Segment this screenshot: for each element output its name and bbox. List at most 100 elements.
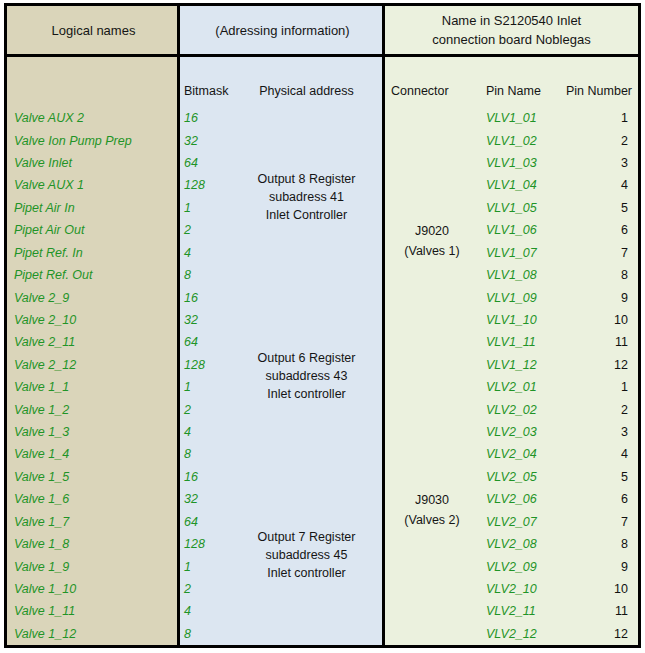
logical-name-cell: Valve Ion Pump Prep bbox=[7, 129, 180, 151]
pin-number-cell: 3 bbox=[560, 152, 638, 174]
bitmask-cell: 1 bbox=[180, 197, 246, 219]
pa2-line3: Inlet controller bbox=[267, 385, 346, 403]
pinout-table: Logical names (Adressing information) Na… bbox=[4, 3, 641, 648]
pin-name-cell: VLV1_10 bbox=[479, 309, 560, 331]
pin-name-cell: VLV2_12 bbox=[479, 623, 560, 645]
subheader-pin-number: Pin Number bbox=[560, 57, 638, 107]
logical-name-cell: Valve 1_11 bbox=[7, 600, 180, 622]
pa3-line2: subaddress 45 bbox=[265, 546, 347, 564]
pin-number-cell: 6 bbox=[560, 488, 638, 510]
bitmask-cell: 8 bbox=[180, 623, 246, 645]
pin-name-cell: VLV2_10 bbox=[479, 578, 560, 600]
pin-name-cell: VLV1_12 bbox=[479, 354, 560, 376]
bitmask-cell: 32 bbox=[180, 309, 246, 331]
logical-name-cell: Valve 1_2 bbox=[7, 398, 180, 420]
bitmask-cell: 32 bbox=[180, 129, 246, 151]
logical-name-cell: Valve 2_10 bbox=[7, 309, 180, 331]
page: Logical names (Adressing information) Na… bbox=[0, 0, 645, 651]
bitmask-cell: 4 bbox=[180, 241, 246, 263]
pin-number-cell: 8 bbox=[560, 533, 638, 555]
connector-block-valves1: J9020 (Valves 1) bbox=[385, 107, 479, 376]
pa1-line3: Inlet Controller bbox=[266, 206, 347, 224]
logical-name-cell: Valve 1_12 bbox=[7, 623, 180, 645]
header-addressing-info-label: (Adressing information) bbox=[215, 21, 349, 40]
pin-name-cell: VLV2_11 bbox=[479, 600, 560, 622]
pin-number-cell: 10 bbox=[560, 309, 638, 331]
subheader-physical-address: Physical address bbox=[246, 57, 385, 107]
bitmask-cell: 4 bbox=[180, 600, 246, 622]
bitmask-cell: 8 bbox=[180, 443, 246, 465]
bitmask-cell: 16 bbox=[180, 286, 246, 308]
pin-name-cell: VLV1_07 bbox=[479, 241, 560, 263]
pin-number-cell: 12 bbox=[560, 623, 638, 645]
physical-address-block-2: Output 6 Register subaddress 43 Inlet co… bbox=[246, 286, 385, 465]
bitmask-cell: 2 bbox=[180, 578, 246, 600]
pin-name-cell: VLV1_01 bbox=[479, 107, 560, 129]
pin-number-cell: 2 bbox=[560, 129, 638, 151]
logical-name-cell: Pipet Ref. Out bbox=[7, 264, 180, 286]
pin-name-cell: VLV2_02 bbox=[479, 398, 560, 420]
pin-number-cell: 5 bbox=[560, 197, 638, 219]
physical-address-block-1: Output 8 Register subadress 41 Inlet Con… bbox=[246, 107, 385, 286]
logical-name-cell: Valve 1_1 bbox=[7, 376, 180, 398]
pa2-line1: Output 6 Register bbox=[258, 349, 356, 367]
bitmask-cell: 128 bbox=[180, 354, 246, 376]
pin-number-cell: 9 bbox=[560, 555, 638, 577]
logical-name-cell: Valve 1_4 bbox=[7, 443, 180, 465]
pa3-line1: Output 7 Register bbox=[258, 528, 356, 546]
logical-name-cell: Valve 1_7 bbox=[7, 510, 180, 532]
pa1-line1: Output 8 Register bbox=[258, 170, 356, 188]
pin-name-cell: VLV1_06 bbox=[479, 219, 560, 241]
pin-number-cell: 1 bbox=[560, 107, 638, 129]
pin-name-cell: VLV2_04 bbox=[479, 443, 560, 465]
pin-number-cell: 5 bbox=[560, 466, 638, 488]
physical-address-block-3: Output 7 Register subaddress 45 Inlet co… bbox=[246, 466, 385, 645]
logical-name-cell: Pipet Air Out bbox=[7, 219, 180, 241]
logical-name-cell: Valve 1_5 bbox=[7, 466, 180, 488]
pin-name-cell: VLV2_01 bbox=[479, 376, 560, 398]
pa2-line2: subaddress 43 bbox=[265, 367, 347, 385]
connector-block-valves2: J9030 (Valves 2) bbox=[385, 376, 479, 645]
header-logical-names-label: Logical names bbox=[52, 21, 136, 40]
bitmask-cell: 64 bbox=[180, 152, 246, 174]
header-board-name-line2: connection board Noblegas bbox=[432, 30, 590, 49]
pin-name-cell: VLV1_09 bbox=[479, 286, 560, 308]
header-board-name: Name in S2120540 Inlet connection board … bbox=[385, 6, 638, 57]
logical-name-cell: Valve 1_6 bbox=[7, 488, 180, 510]
pin-number-cell: 2 bbox=[560, 398, 638, 420]
pin-name-cell: VLV2_09 bbox=[479, 555, 560, 577]
pin-name-cell: VLV1_05 bbox=[479, 197, 560, 219]
header-board-name-line1: Name in S2120540 Inlet bbox=[442, 11, 581, 30]
bitmask-cell: 16 bbox=[180, 107, 246, 129]
pin-number-cell: 9 bbox=[560, 286, 638, 308]
pa3-line3: Inlet controller bbox=[267, 564, 346, 582]
logical-name-cell: Valve 1_10 bbox=[7, 578, 180, 600]
pin-name-cell: VLV2_08 bbox=[479, 533, 560, 555]
connector2-label: (Valves 2) bbox=[404, 510, 459, 530]
pin-name-cell: VLV2_06 bbox=[479, 488, 560, 510]
pa1-line2: subadress 41 bbox=[269, 188, 344, 206]
pin-name-cell: VLV1_08 bbox=[479, 264, 560, 286]
bitmask-cell: 1 bbox=[180, 555, 246, 577]
pin-number-cell: 7 bbox=[560, 510, 638, 532]
logical-name-cell: Pipet Ref. In bbox=[7, 241, 180, 263]
pin-name-cell: VLV1_02 bbox=[479, 129, 560, 151]
subheader-connector: Connector bbox=[385, 57, 479, 107]
pin-number-cell: 11 bbox=[560, 331, 638, 353]
bitmask-cell: 128 bbox=[180, 533, 246, 555]
bitmask-cell: 1 bbox=[180, 376, 246, 398]
subheader-bitmask: Bitmask bbox=[180, 57, 246, 107]
bitmask-cell: 16 bbox=[180, 466, 246, 488]
pin-number-cell: 1 bbox=[560, 376, 638, 398]
connector1-id: J9020 bbox=[415, 221, 449, 241]
subheader-pin-name: Pin Name bbox=[479, 57, 560, 107]
pin-name-cell: VLV1_11 bbox=[479, 331, 560, 353]
pin-name-cell: VLV1_03 bbox=[479, 152, 560, 174]
pin-number-cell: 7 bbox=[560, 241, 638, 263]
header-addressing-info: (Adressing information) bbox=[180, 6, 385, 57]
bitmask-cell: 64 bbox=[180, 331, 246, 353]
bitmask-cell: 64 bbox=[180, 510, 246, 532]
pin-number-cell: 10 bbox=[560, 578, 638, 600]
logical-name-cell: Valve 2_11 bbox=[7, 331, 180, 353]
logical-name-cell: Valve AUX 1 bbox=[7, 174, 180, 196]
